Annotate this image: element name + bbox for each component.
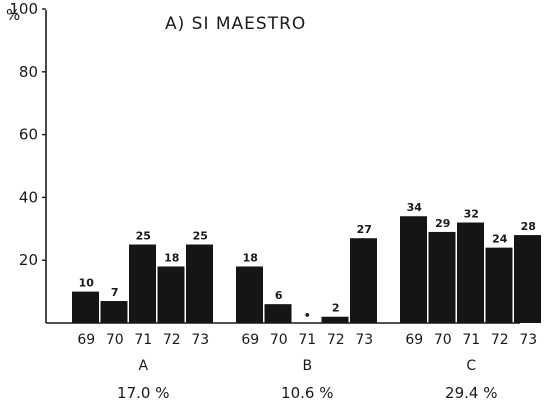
bar: [236, 266, 263, 323]
data-label: 18: [164, 251, 179, 264]
x-tick-label: 69: [77, 332, 95, 348]
bar: [72, 291, 99, 323]
bar: [186, 244, 213, 323]
bar: [157, 266, 185, 323]
data-label: 25: [193, 230, 208, 243]
x-tick-label: 71: [298, 332, 316, 348]
data-label: 24: [492, 233, 508, 246]
bar: [485, 247, 513, 323]
x-tick-label: 73: [519, 332, 537, 348]
x-tick-label: 71: [134, 332, 152, 348]
data-label: 34: [407, 201, 423, 214]
data-label: 32: [464, 208, 479, 221]
group-summary: 10.6 %: [281, 384, 333, 402]
x-tick-labels: 69 70 71 72 73 69 70 71 72 73 69 70 71 72 73: [77, 332, 537, 348]
x-tick-label: 70: [106, 332, 124, 348]
bar: [350, 238, 377, 323]
group-summary: 17.0 %: [117, 384, 169, 402]
y-axis-label: %: [6, 6, 20, 24]
y-tick-label: 20: [19, 251, 38, 269]
data-labels: 10 7 25 18 25 18 6 • 2 27 34 29 32 24 28: [79, 201, 536, 322]
y-tick-label: 100: [9, 0, 38, 18]
chart-title: A) SI MAESTRO: [165, 14, 306, 34]
bar: [514, 235, 541, 323]
data-label: 7: [111, 286, 119, 299]
bar: [129, 244, 156, 323]
group-label: C: [466, 358, 476, 374]
x-tick-label: 69: [405, 332, 423, 348]
data-label: 28: [521, 220, 536, 233]
x-tick-label: 71: [462, 332, 480, 348]
bar: [428, 231, 456, 323]
y-tick-labels: 20 40 60 80 100: [9, 0, 46, 269]
bar: [100, 301, 128, 323]
data-label: 25: [136, 230, 151, 243]
group-labels: A 17.0 % B 10.6 % C 29.4 %: [117, 358, 497, 402]
group-label: A: [138, 358, 148, 374]
y-tick-label: 40: [19, 188, 38, 206]
bars: [72, 216, 541, 323]
data-label: 29: [435, 217, 450, 230]
data-label: •: [304, 309, 311, 322]
data-label: 27: [357, 223, 372, 236]
x-tick-label: 70: [270, 332, 288, 348]
bar: [457, 222, 484, 323]
bar: [400, 216, 427, 323]
bar: [264, 304, 292, 323]
y-tick-label: 80: [19, 63, 38, 81]
data-label: 6: [275, 289, 283, 302]
data-label: 18: [243, 251, 258, 264]
x-tick-label: 72: [163, 332, 181, 348]
x-tick-label: 69: [241, 332, 259, 348]
bar: [321, 316, 349, 323]
y-tick-label: 60: [19, 126, 38, 144]
x-tick-label: 73: [355, 332, 373, 348]
group-label: B: [302, 358, 312, 374]
x-tick-label: 72: [327, 332, 345, 348]
data-label: 2: [332, 302, 340, 315]
group-summary: 29.4 %: [445, 384, 497, 402]
data-label: 10: [79, 277, 95, 290]
x-tick-label: 73: [191, 332, 209, 348]
x-tick-label: 72: [491, 332, 509, 348]
x-tick-label: 70: [434, 332, 452, 348]
